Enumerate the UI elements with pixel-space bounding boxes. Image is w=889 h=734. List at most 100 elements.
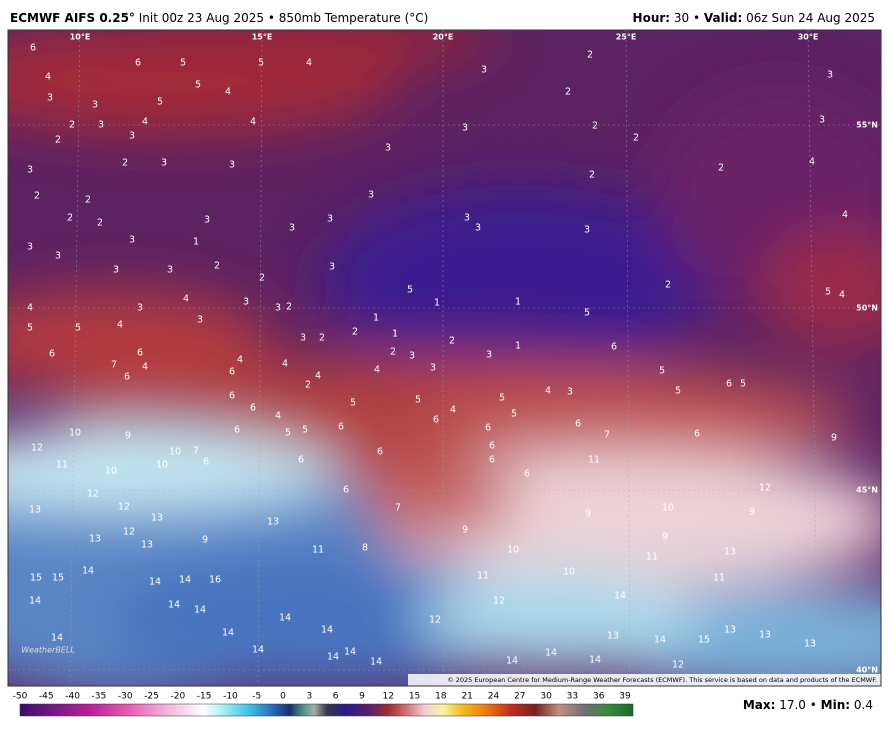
colorbar-tick-label: 21 bbox=[461, 692, 472, 702]
point-value: 3 bbox=[819, 115, 825, 126]
point-value: 3 bbox=[47, 93, 53, 104]
point-value: 9 bbox=[662, 532, 668, 543]
colorbar-tick-label: 36 bbox=[593, 692, 605, 702]
point-value: 16 bbox=[209, 575, 221, 586]
max-value: 17.0 bbox=[779, 698, 806, 712]
point-value: 3 bbox=[289, 223, 295, 234]
separator: • bbox=[268, 11, 275, 25]
colorbar-tick-label: 30 bbox=[540, 692, 552, 702]
point-value: 2 bbox=[55, 135, 61, 146]
point-value: 2 bbox=[259, 273, 265, 284]
point-value: 1 bbox=[373, 313, 379, 324]
point-value: 11 bbox=[713, 573, 725, 584]
point-value: 11 bbox=[312, 545, 324, 556]
point-value: 3 bbox=[27, 165, 33, 176]
point-value: 14 bbox=[51, 633, 63, 644]
latitude-label: 50°N bbox=[856, 304, 878, 313]
point-value: 4 bbox=[545, 386, 551, 397]
point-value: 6 bbox=[30, 43, 36, 54]
point-value: 5 bbox=[180, 58, 186, 69]
point-value: 3 bbox=[327, 214, 333, 225]
point-value: 3 bbox=[204, 215, 210, 226]
point-value: 10 bbox=[169, 447, 181, 458]
point-value: 6 bbox=[124, 372, 130, 383]
point-value: 2 bbox=[592, 121, 598, 132]
point-value: 6 bbox=[229, 367, 235, 378]
min-label: Min: bbox=[821, 698, 850, 712]
min-value: 0.4 bbox=[854, 698, 873, 712]
point-value: 7 bbox=[395, 503, 401, 514]
point-value: 14 bbox=[194, 605, 206, 616]
point-value: 14 bbox=[654, 635, 666, 646]
point-value: 2 bbox=[305, 380, 311, 391]
logo: WeatherBELL bbox=[21, 646, 75, 655]
point-value: 3 bbox=[827, 70, 833, 81]
colorbar-tick-label: -5 bbox=[252, 692, 261, 702]
point-value: 2 bbox=[69, 120, 75, 131]
point-value: 10 bbox=[507, 545, 519, 556]
point-value: 1 bbox=[515, 341, 521, 352]
colorbar-tick-label: 15 bbox=[409, 692, 420, 702]
point-value: 2 bbox=[34, 191, 40, 202]
latitude-label: 55°N bbox=[856, 121, 878, 130]
point-value: 14 bbox=[344, 647, 356, 658]
header-line: ECMWF AIFS 0.25° Init 00z 23 Aug 2025 • … bbox=[10, 11, 428, 25]
point-value: 14 bbox=[327, 652, 339, 663]
point-value: 6 bbox=[338, 422, 344, 433]
point-value: 2 bbox=[565, 87, 571, 98]
point-value: 5 bbox=[157, 97, 163, 108]
colorbar-tick-label: -35 bbox=[92, 692, 107, 702]
colorbar-tick-label: -10 bbox=[223, 692, 238, 702]
point-value: 14 bbox=[179, 575, 191, 586]
point-value: 6 bbox=[489, 441, 495, 452]
point-value: 13 bbox=[151, 513, 163, 524]
point-value: 2 bbox=[449, 336, 455, 347]
point-value: 4 bbox=[809, 157, 815, 168]
point-value: 9 bbox=[462, 525, 468, 536]
colorbar-ticks: -50 -45 -40 -35 -30 -25 -20 -15 -10 -5 0 3 6 9 12 15 18 2… bbox=[13, 692, 631, 702]
point-value: 5 bbox=[584, 308, 590, 319]
point-value: 4 bbox=[306, 58, 312, 69]
point-value: 12 bbox=[759, 483, 771, 494]
colorbar-tick-label: 12 bbox=[383, 692, 394, 702]
point-value: 14 bbox=[279, 613, 291, 624]
longitude-label: 30°E bbox=[798, 33, 819, 42]
max-label: Max: bbox=[743, 698, 776, 712]
colorbar-tick-label: -40 bbox=[65, 692, 80, 702]
point-value: 6 bbox=[611, 342, 617, 353]
point-value: 10 bbox=[69, 428, 81, 439]
point-value: 3 bbox=[385, 143, 391, 154]
point-value: 15 bbox=[698, 635, 710, 646]
point-value: 6 bbox=[489, 455, 495, 466]
point-value: 2 bbox=[665, 280, 671, 291]
point-value: 2 bbox=[97, 218, 103, 229]
point-value: 7 bbox=[193, 446, 199, 457]
point-value: 14 bbox=[589, 655, 601, 666]
model-name: ECMWF AIFS 0.25° bbox=[10, 11, 135, 25]
hour-label: Hour: bbox=[633, 11, 671, 25]
credit: © 2025 European Centre for Medium-Range … bbox=[447, 676, 877, 684]
point-value: 3 bbox=[92, 100, 98, 111]
point-value: 2 bbox=[214, 261, 220, 272]
point-value: 1 bbox=[392, 329, 398, 340]
point-value: 6 bbox=[694, 429, 700, 440]
point-value: 2 bbox=[286, 302, 292, 313]
latitude-label: 45°N bbox=[856, 486, 878, 495]
colorbar-tick-label: 9 bbox=[359, 692, 365, 702]
point-value: 6 bbox=[135, 58, 141, 69]
point-value: 8 bbox=[362, 543, 368, 554]
point-value: 14 bbox=[321, 625, 333, 636]
point-value: 3 bbox=[55, 251, 61, 262]
point-value: 3 bbox=[197, 315, 203, 326]
point-value: 14 bbox=[82, 566, 94, 577]
point-value: 2 bbox=[67, 213, 73, 224]
point-value: 4 bbox=[183, 294, 189, 305]
point-value: 13 bbox=[89, 534, 101, 545]
point-value: 14 bbox=[614, 591, 626, 602]
point-value: 3 bbox=[129, 131, 135, 142]
colorbar-tick-label: 18 bbox=[435, 692, 447, 702]
colorbar-tick-label: -15 bbox=[197, 692, 212, 702]
